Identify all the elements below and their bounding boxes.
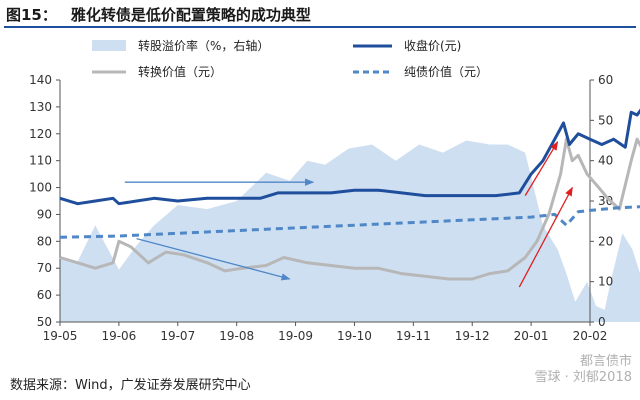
series-line-conversion bbox=[59, 137, 640, 281]
y-left-tick-label: 120 bbox=[29, 127, 52, 141]
legend-label-bond: 纯债价值（元） bbox=[404, 64, 488, 79]
x-tick-label: 19-12 bbox=[455, 329, 490, 343]
y-left-tick-label: 80 bbox=[37, 234, 52, 248]
y-right-tick-label: 20 bbox=[598, 234, 613, 248]
series-line-close bbox=[59, 108, 640, 206]
legend-label-conversion: 转换价值（元） bbox=[138, 64, 222, 79]
figure-number: 图15： bbox=[6, 5, 57, 24]
y-right-tick-label: 50 bbox=[598, 113, 613, 127]
annotation-arrow-3 bbox=[524, 141, 559, 196]
y-left-tick-label: 130 bbox=[29, 100, 52, 114]
y-left-tick-label: 70 bbox=[37, 261, 52, 275]
legend-label-close: 收盘价(元) bbox=[404, 38, 461, 53]
x-tick-label: 19-11 bbox=[396, 329, 431, 343]
y-left-tick-label: 50 bbox=[37, 315, 52, 329]
x-tick-label: 19-06 bbox=[101, 329, 136, 343]
y-left-tick-label: 140 bbox=[29, 73, 52, 87]
x-tick-label: 19-09 bbox=[278, 329, 313, 343]
legend-swatch-premium bbox=[92, 40, 126, 51]
y-right-tick-label: 60 bbox=[598, 73, 613, 87]
figure-title: 雅化转债是低价配置策略的成功典型 bbox=[70, 5, 311, 24]
annotation-arrow-4 bbox=[518, 186, 573, 288]
source-note: 数据来源：Wind，广发证券发展研究中心 bbox=[10, 378, 251, 393]
plot-area: 50 60 70 80 90 100 110 120 130 140 0 10 20 30 40 50 60 19… bbox=[29, 73, 640, 343]
y-right-tick-label: 10 bbox=[598, 275, 613, 289]
figure-header: 图15： 雅化转债是低价配置策略的成功典型 bbox=[4, 2, 636, 28]
y-left-tick-label: 60 bbox=[37, 288, 52, 302]
chart-canvas: 转股溢价率（%，右轴） 收盘价(元) 转换价值（元） 纯债价值（元） 50 60 7… bbox=[29, 38, 640, 343]
x-tick-label: 19-08 bbox=[219, 329, 254, 343]
x-tick-label: 20-01 bbox=[514, 329, 549, 343]
y-left-tick-label: 110 bbox=[29, 154, 52, 168]
y-right-tick-label: 30 bbox=[598, 194, 613, 208]
y-left-tick-label: 100 bbox=[29, 181, 52, 195]
annotation-arrow-2 bbox=[136, 238, 291, 281]
watermark: 都言债市 雪球 · 刘郁2018 bbox=[535, 354, 632, 386]
watermark-line-1: 都言债市 bbox=[579, 354, 632, 369]
y-right-tick-label: 40 bbox=[598, 154, 613, 168]
legend-label-premium: 转股溢价率（%，右轴） bbox=[138, 38, 269, 53]
watermark-line-2: 雪球 · 刘郁2018 bbox=[534, 370, 632, 385]
y-right-tick-label: 0 bbox=[598, 315, 606, 329]
x-tick-label: 19-07 bbox=[160, 329, 195, 343]
x-tick-label: 19-10 bbox=[337, 329, 372, 343]
series-line-bond bbox=[59, 205, 640, 239]
x-tick-label: 19-05 bbox=[43, 329, 78, 343]
y-left-tick-label: 90 bbox=[37, 207, 52, 221]
x-tick-label: 20-02 bbox=[573, 329, 608, 343]
legend: 转股溢价率（%，右轴） 收盘价(元) 转换价值（元） 纯债价值（元） bbox=[92, 38, 488, 79]
series-area-premium bbox=[60, 140, 640, 322]
